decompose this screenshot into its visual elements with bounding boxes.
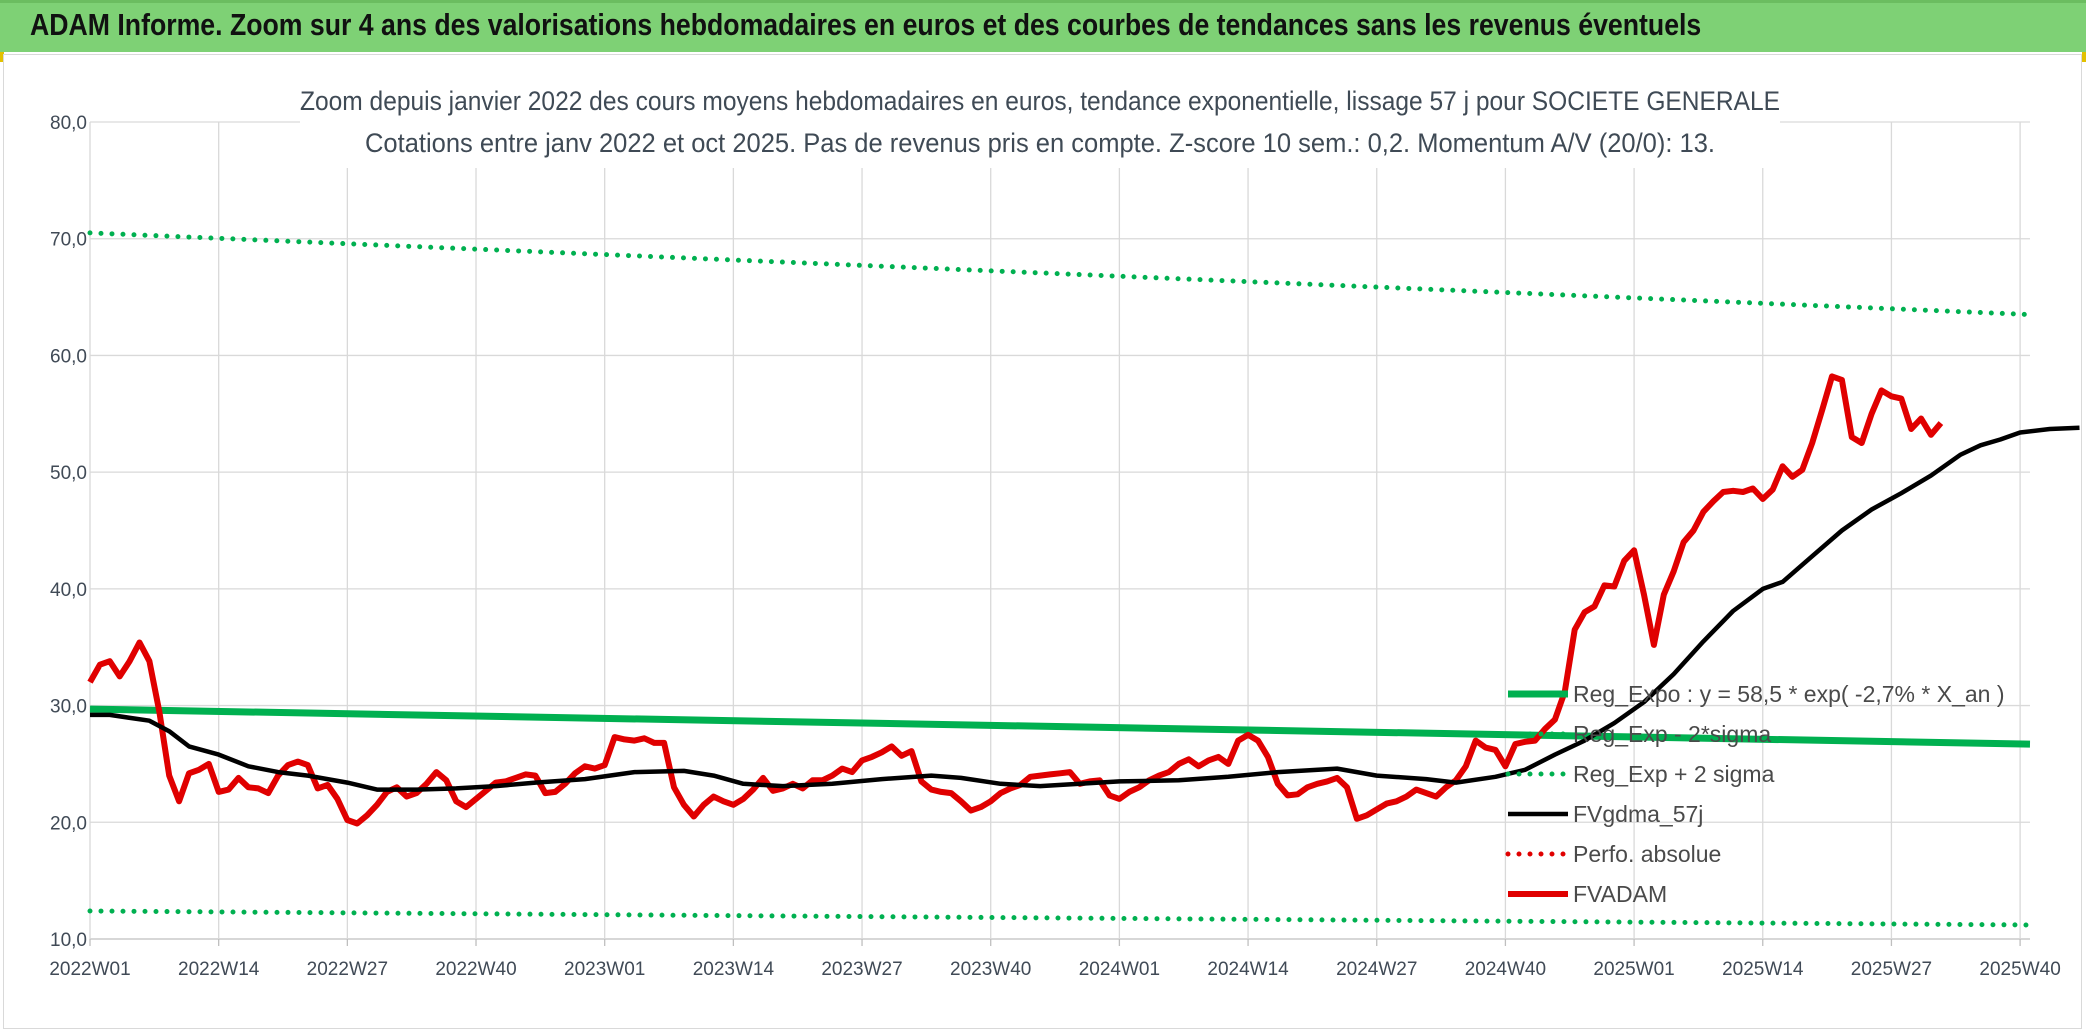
series-line-5: [87, 373, 1944, 827]
chart-frame: [3, 54, 2082, 1029]
x-tick-label: 2023W01: [564, 959, 645, 980]
x-tick-label: 2022W27: [307, 959, 388, 980]
series-line-2: [87, 230, 2033, 318]
corner-mark-right: [2082, 52, 2086, 62]
y-tick-label: 10,0: [50, 930, 87, 951]
x-axis: 2022W01 2022W14 2022W27 2022W40 2023W01 2023W…: [49, 939, 2061, 980]
x-tick-label: 2024W01: [1079, 959, 1160, 980]
header-banner: ADAM Informe. Zoom sur 4 ans des valoris…: [0, 0, 2086, 52]
x-tick-label: 2025W27: [1851, 959, 1932, 980]
title-background: [300, 78, 1780, 168]
legend-label-0: Reg_Expo : y = 58,5 * exp( -2,7% * X_an …: [1573, 681, 2005, 707]
y-axis: 10,0 20,0 30,0 40,0 50,0 60,0 70,0 80,0: [50, 113, 87, 951]
y-tick-label: 20,0: [50, 813, 87, 834]
x-tick-label: 2024W40: [1465, 959, 1546, 980]
grid-lines: [89, 121, 2030, 940]
y-tick-label: 60,0: [50, 346, 87, 367]
legend-label-3: FVgdma_57j: [1573, 801, 1703, 827]
y-tick-label: 40,0: [50, 580, 87, 601]
x-tick-label: 2022W40: [435, 959, 516, 980]
x-tick-label: 2025W01: [1593, 959, 1674, 980]
header-title: ADAM Informe. Zoom sur 4 ans des valoris…: [30, 7, 1702, 42]
y-tick-label: 30,0: [50, 697, 87, 718]
x-tick-label: 2023W27: [821, 959, 902, 980]
x-tick-label: 2025W40: [1979, 959, 2060, 980]
x-tick-label: 2022W01: [49, 959, 130, 980]
series-line-0: [89, 705, 2031, 748]
chart-title: Zoom depuis janvier 2022 des cours moyen…: [300, 86, 1780, 116]
legend-label-5: FVADAM: [1573, 881, 1667, 907]
chart-subtitle: Cotations entre janv 2022 et oct 2025. P…: [365, 128, 1715, 158]
x-tick-label: 2025W14: [1722, 959, 1804, 980]
legend-label-1: Reg_Exp - 2*sigma: [1573, 721, 1771, 747]
y-tick-label: 70,0: [50, 230, 87, 251]
corner-mark-left: [0, 52, 4, 62]
series-line-1: [87, 908, 2033, 928]
legend-label-4: Perfo. absolue: [1573, 841, 1721, 867]
x-tick-label: 2023W40: [950, 959, 1031, 980]
x-tick-label: 2022W14: [178, 959, 260, 980]
y-tick-label: 50,0: [50, 463, 87, 484]
legend: Reg_Expo : y = 58,5 * exp( -2,7% * X_an …: [1505, 681, 2005, 907]
x-tick-label: 2024W27: [1336, 959, 1417, 980]
legend-label-2: Reg_Exp + 2 sigma: [1573, 761, 1775, 787]
x-tick-label: 2024W14: [1207, 959, 1289, 980]
x-tick-label: 2023W14: [693, 959, 775, 980]
y-tick-label: 80,0: [50, 113, 87, 134]
series-group: [87, 230, 2080, 928]
series-line-3: [90, 425, 2080, 792]
